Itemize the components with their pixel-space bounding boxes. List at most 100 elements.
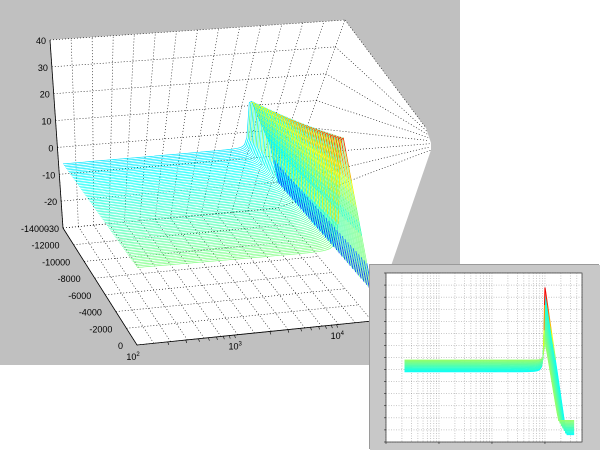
main-surface-segment	[261, 153, 265, 163]
main-surface-segment	[341, 236, 346, 250]
main-surface-segment	[334, 199, 338, 212]
main-surface-segment	[318, 140, 323, 152]
main-surface-segment	[334, 180, 338, 193]
main-surface-segment	[270, 126, 274, 134]
main-surface-segment	[302, 148, 306, 159]
main-surface-segment	[248, 140, 252, 149]
main-gridline-floor-x	[78, 226, 155, 344]
main-surface-line	[75, 108, 295, 202]
main-surface-segment	[303, 124, 307, 135]
main-surface-segment	[276, 119, 280, 128]
main-surface-segment	[326, 143, 331, 157]
main-surface-segment	[283, 147, 287, 155]
z-tick-label: 10	[42, 117, 52, 127]
main-surface-segment	[323, 163, 328, 175]
main-gridline-floor-x	[247, 210, 339, 325]
main-surface-segment	[285, 154, 290, 162]
main-surface-segment	[332, 157, 336, 171]
main-surface-line	[110, 125, 339, 252]
main-surface-segment	[302, 163, 306, 173]
main-gridline-floor-y	[73, 223, 292, 246]
inset-surface-line	[404, 335, 575, 424]
y-tick-label: 0	[118, 341, 123, 351]
main-surface-segment	[334, 147, 339, 161]
main-surface-segment	[289, 146, 293, 155]
main-gridline-floor-x	[93, 224, 171, 342]
main-surface-segment	[278, 137, 282, 146]
main-surface-segment	[301, 190, 305, 204]
main-surface-segment	[301, 199, 305, 213]
main-surface-line	[66, 102, 283, 188]
main-surface-segment	[347, 201, 352, 215]
main-surface-segment	[311, 131, 315, 200]
main-surface-segment	[302, 132, 307, 143]
main-surface-segment	[310, 154, 314, 165]
main-surface-segment	[326, 183, 330, 195]
main-surface-segment	[305, 134, 309, 145]
main-surface-segment	[344, 239, 349, 253]
main-surface-segment	[287, 121, 291, 177]
inset-grid	[385, 272, 583, 443]
main-surface-segment	[340, 137, 344, 151]
main-surface-segment	[279, 118, 283, 170]
main-surface-segment	[299, 166, 303, 176]
main-surface-segment	[291, 159, 295, 168]
main-surface-segment	[293, 181, 297, 194]
main-surface-segment	[308, 130, 312, 197]
main-surface-segment	[329, 185, 333, 198]
main-surface-segment	[363, 270, 367, 285]
main-surface-segment	[299, 160, 303, 170]
main-surface-segment	[321, 211, 326, 228]
inset-surface-line	[404, 345, 575, 421]
main-surface-segment	[313, 137, 317, 149]
main-surface-segment	[268, 120, 272, 128]
main-surface-segment	[268, 109, 272, 117]
main-surface	[62, 100, 373, 292]
main-surface-segment	[289, 126, 293, 136]
main-surface-segment	[358, 221, 362, 236]
x-minor-tick	[228, 335, 231, 339]
main-surface-segment	[327, 216, 331, 233]
main-surface-segment	[331, 178, 336, 191]
main-surface-segment	[291, 148, 295, 157]
main-surface-segment	[291, 141, 296, 151]
main-surface-line	[89, 115, 313, 222]
main-surface-segment	[283, 136, 288, 145]
main-surface-segment	[307, 174, 311, 184]
main-surface-segment	[299, 154, 303, 164]
main-surface-line	[72, 106, 291, 197]
inset-surface-line	[404, 307, 575, 432]
main-surface-segment	[360, 267, 365, 282]
main-surface-segment	[255, 103, 259, 110]
main-surface-line	[85, 113, 307, 216]
main-surface-segment	[253, 146, 257, 155]
main-surface-segment	[339, 243, 343, 257]
main-surface-segment	[332, 134, 336, 148]
main-surface-segment	[337, 182, 341, 195]
x-minor-tick	[325, 325, 327, 329]
inset-ticks	[384, 272, 546, 444]
main-surface-segment	[283, 141, 287, 150]
main-tick-labels: -30-20-100102030400-2000-4000-6000-8000-…	[21, 36, 374, 362]
main-surface-line	[84, 113, 306, 214]
main-surface-segment	[326, 132, 331, 146]
main-surface-segment	[353, 216, 357, 231]
main-surface-segment	[322, 214, 327, 228]
main-surface-segment	[321, 141, 325, 154]
main-surface-segment	[347, 189, 352, 204]
main-surface-segment	[265, 108, 270, 116]
inset-side-view-chart	[384, 272, 583, 444]
main-surface-segment	[278, 126, 282, 135]
main-surface-line	[87, 114, 310, 219]
main-surface-segment	[267, 133, 271, 140]
main-surface-segment	[326, 164, 330, 177]
main-surface-segment	[275, 135, 279, 143]
main-gridline-back-v	[231, 24, 283, 213]
main-surface-segment	[305, 158, 309, 168]
main-surface-line	[104, 123, 332, 244]
main-surface-segment	[286, 124, 291, 134]
main-surface-segment	[269, 161, 273, 172]
main-surface-segment	[324, 142, 328, 155]
main-surface-segment	[340, 173, 344, 187]
main-surface-segment	[332, 146, 336, 160]
